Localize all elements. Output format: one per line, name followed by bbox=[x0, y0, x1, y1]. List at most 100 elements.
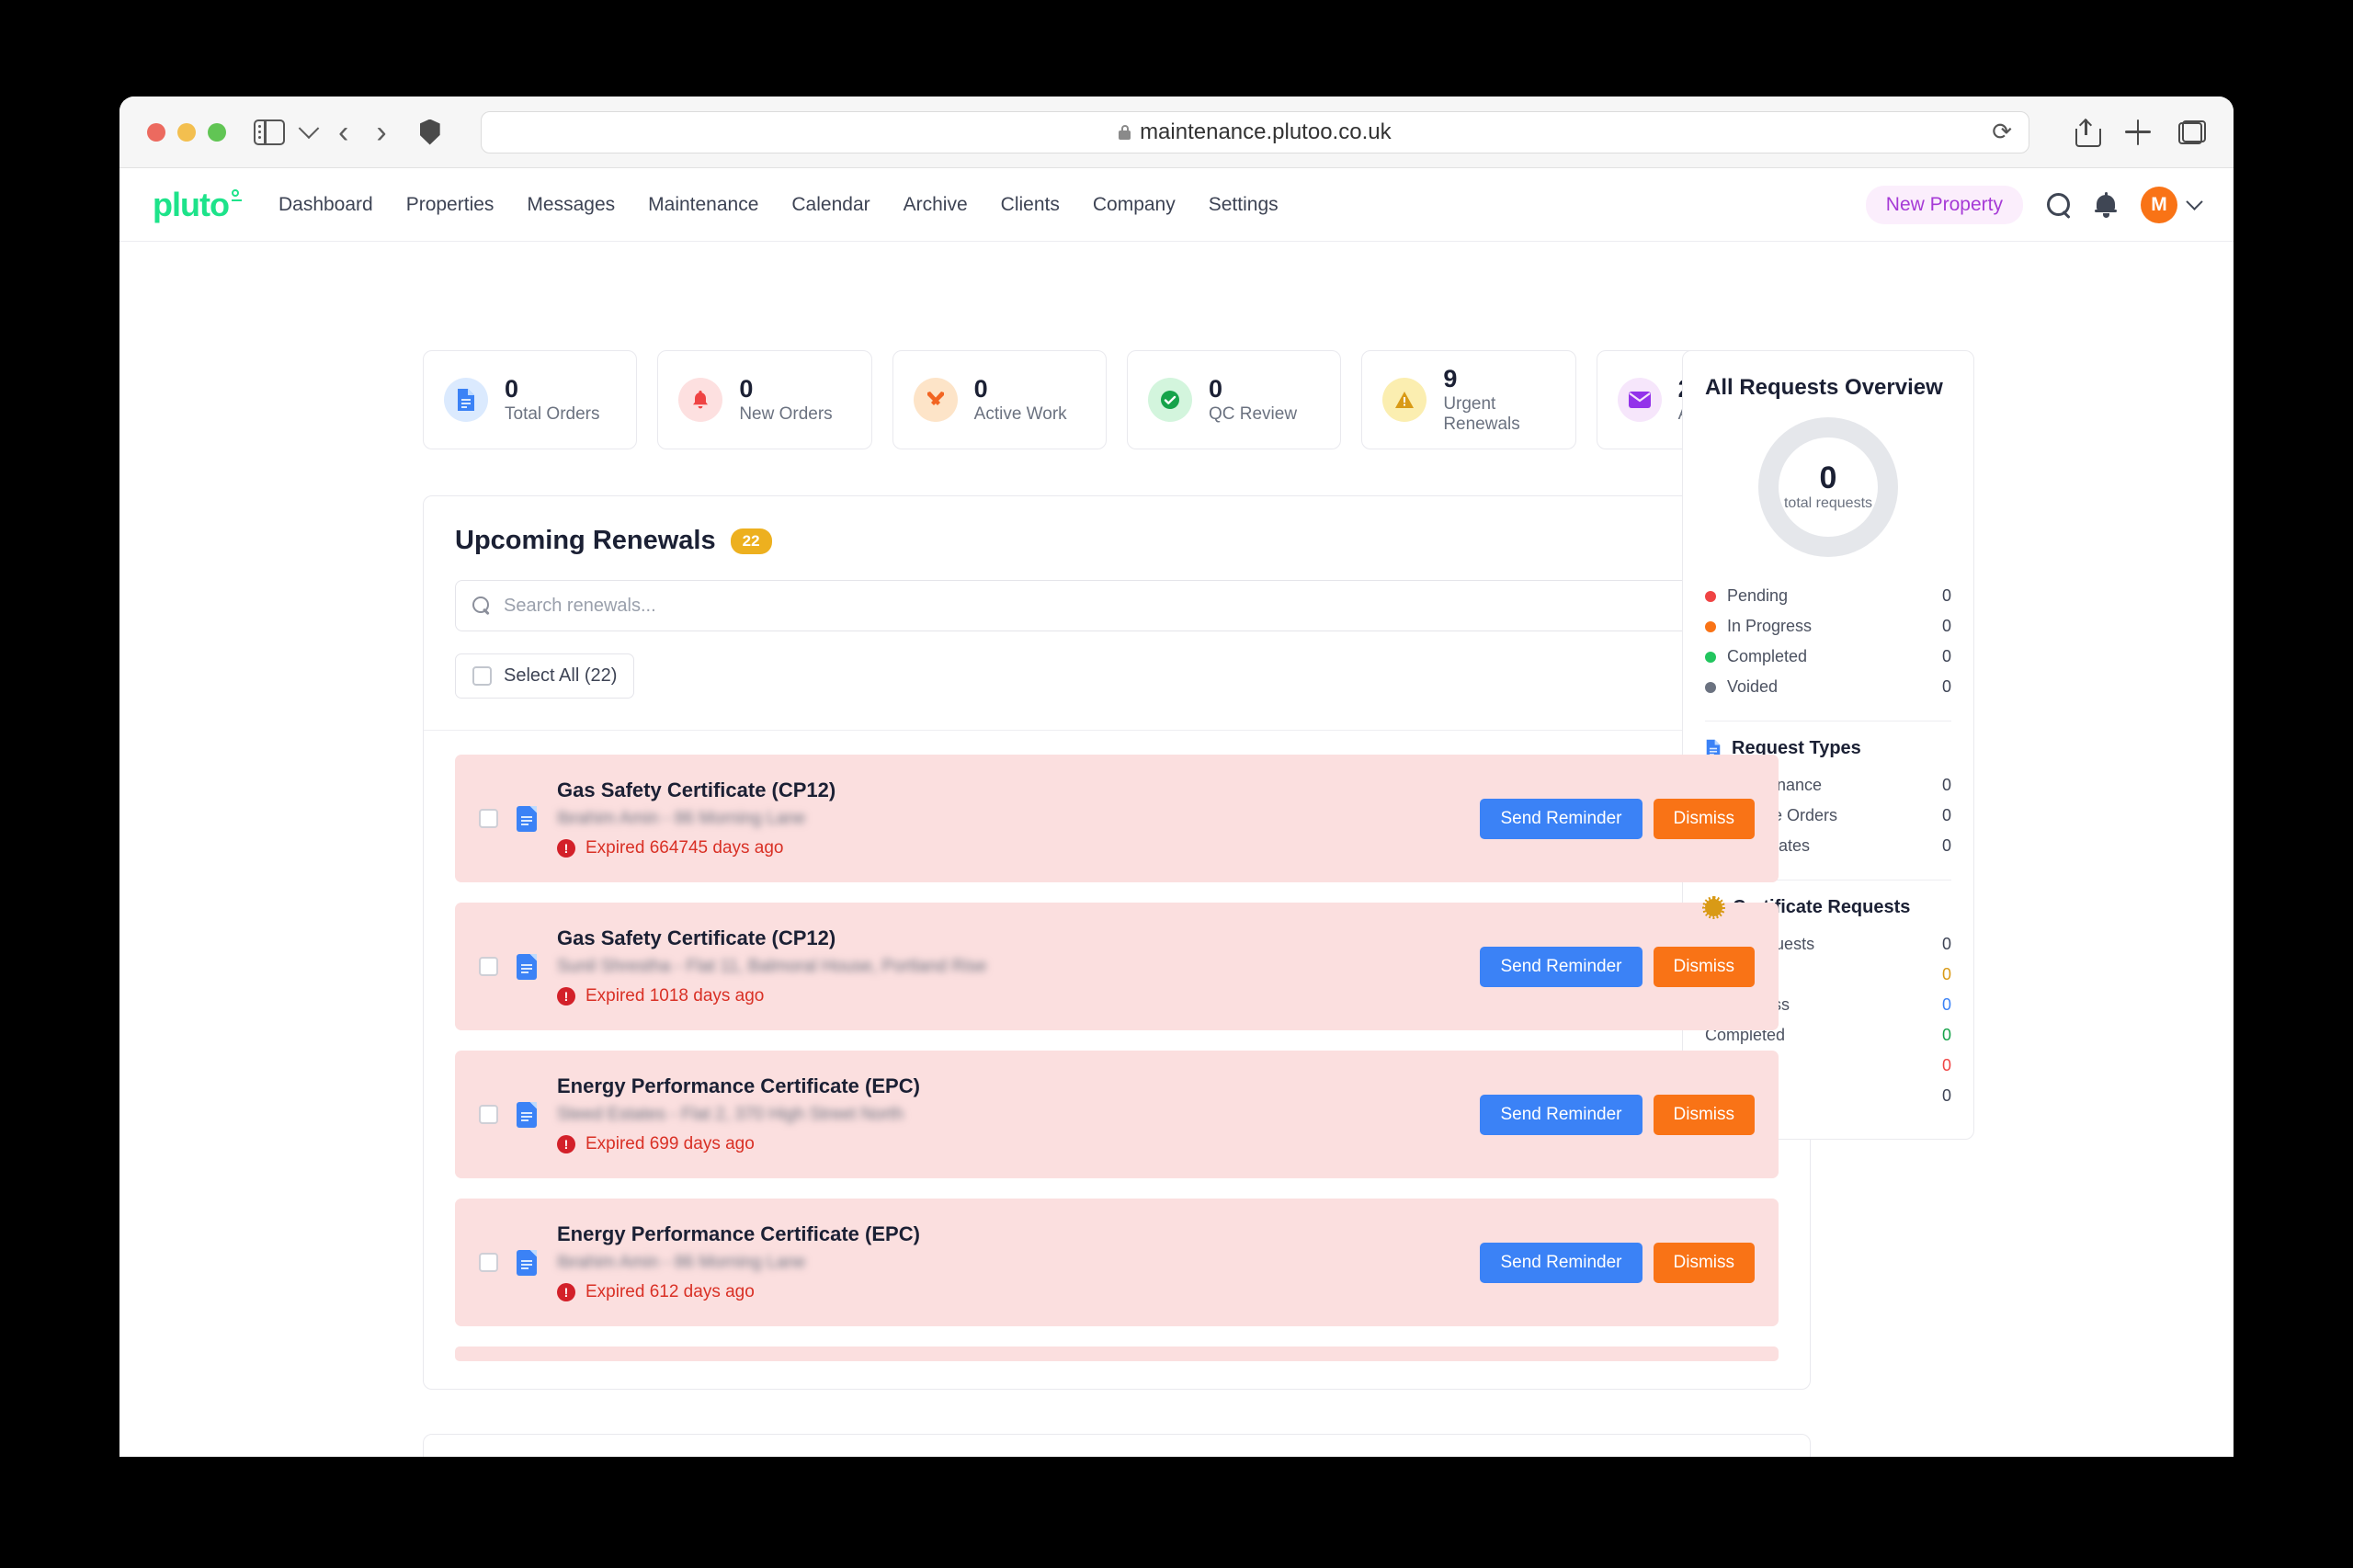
plus-icon[interactable] bbox=[2125, 119, 2151, 145]
stat-card-new-orders[interactable]: 0 New Orders bbox=[657, 350, 872, 449]
pluto-logo[interactable]: pluto bbox=[153, 186, 242, 224]
alert-icon: ! bbox=[557, 987, 575, 1006]
nav-item-settings[interactable]: Settings bbox=[1208, 193, 1279, 215]
chevron-down-icon[interactable] bbox=[298, 117, 320, 139]
minimize-window-button[interactable] bbox=[177, 122, 196, 142]
stat-label: QC Review bbox=[1208, 403, 1298, 424]
select-all-checkbox[interactable]: Select All (22) bbox=[455, 653, 635, 699]
sidebar-toggle-icon[interactable] bbox=[254, 119, 285, 145]
search-icon bbox=[472, 597, 491, 615]
browser-toolbar: ‹ › maintenance.plutoo.co.uk ⟳ bbox=[119, 97, 2234, 168]
send-reminder-button[interactable]: Send Reminder bbox=[1480, 798, 1643, 839]
request-types-heading: Request Types bbox=[1705, 738, 1951, 759]
search-placeholder: Search renewals... bbox=[504, 595, 656, 616]
stat-card-row: 0 Total Orders 0 New Orders bbox=[423, 350, 1811, 449]
send-reminder-button[interactable]: Send Reminder bbox=[1480, 1094, 1643, 1135]
tab-overview-icon[interactable] bbox=[2178, 119, 2206, 144]
dismiss-button[interactable]: Dismiss bbox=[1653, 1094, 1755, 1135]
nav-item-properties[interactable]: Properties bbox=[405, 193, 494, 215]
status-value: 0 bbox=[1941, 677, 1951, 696]
status-dot bbox=[1705, 651, 1716, 663]
checkbox-icon[interactable] bbox=[472, 666, 492, 686]
send-reminder-button[interactable]: Send Reminder bbox=[1480, 1242, 1643, 1283]
renewal-subtitle: Steed Estates - Flat 2, 370 High Street … bbox=[557, 1105, 904, 1124]
back-arrow-icon[interactable]: ‹ bbox=[338, 114, 349, 150]
new-property-button[interactable]: New Property bbox=[1865, 185, 2023, 224]
alert-icon: ! bbox=[557, 1135, 575, 1153]
stat-card-active-work[interactable]: 0 Active Work bbox=[892, 350, 1107, 449]
nav-item-dashboard[interactable]: Dashboard bbox=[278, 193, 373, 215]
alert-icon: ! bbox=[557, 1283, 575, 1301]
alert-icon: ! bbox=[557, 839, 575, 858]
stat-card-total-orders[interactable]: 0 Total Orders bbox=[423, 350, 638, 449]
list-item-partial[interactable] bbox=[455, 1346, 1779, 1361]
dismiss-button[interactable]: Dismiss bbox=[1653, 946, 1755, 987]
list-item[interactable]: Gas Safety Certificate (CP12) Sunil Shre… bbox=[455, 903, 1779, 1030]
reload-icon[interactable]: ⟳ bbox=[1992, 118, 2012, 145]
row-checkbox[interactable] bbox=[479, 1105, 498, 1124]
stat-card-urgent-renewals[interactable]: 9 Urgent Renewals bbox=[1361, 350, 1576, 449]
nav-item-clients[interactable]: Clients bbox=[1000, 193, 1060, 215]
notification-bell-icon[interactable] bbox=[2095, 191, 2117, 218]
nav-item-company[interactable]: Company bbox=[1092, 193, 1176, 215]
status-label: Completed bbox=[1727, 647, 1808, 665]
bell-icon bbox=[678, 378, 723, 422]
send-reminder-button[interactable]: Send Reminder bbox=[1480, 946, 1643, 987]
list-item[interactable]: Energy Performance Certificate (EPC) Ste… bbox=[455, 1051, 1779, 1178]
certificate-value: 0 bbox=[1941, 1086, 1951, 1105]
warning-icon bbox=[1382, 378, 1427, 422]
account-chevron-down-icon[interactable] bbox=[2186, 193, 2203, 210]
nav-item-messages[interactable]: Messages bbox=[527, 193, 616, 215]
envelope-icon bbox=[1617, 378, 1662, 422]
logo-text: pluto bbox=[153, 185, 230, 223]
nav-item-archive[interactable]: Archive bbox=[903, 193, 968, 215]
document-icon bbox=[517, 953, 537, 980]
expiry-text: Expired 664745 days ago bbox=[585, 838, 784, 858]
list-item[interactable]: Gas Safety Certificate (CP12) Ibrahim Am… bbox=[455, 755, 1779, 882]
list-item[interactable]: Energy Performance Certificate (EPC) Ibr… bbox=[455, 1199, 1779, 1326]
certificate-label: Completed bbox=[1705, 1026, 1786, 1044]
row-checkbox[interactable] bbox=[479, 957, 498, 976]
expiry-text: Expired 612 days ago bbox=[585, 1282, 755, 1301]
shield-icon[interactable] bbox=[419, 119, 440, 145]
document-icon bbox=[517, 1101, 537, 1128]
document-icon bbox=[1706, 739, 1721, 758]
row-checkbox[interactable] bbox=[479, 1253, 498, 1272]
document-icon bbox=[444, 378, 488, 422]
renewal-expiry: ! Expired 1018 days ago bbox=[557, 986, 1480, 1006]
status-label: Voided bbox=[1727, 677, 1779, 696]
type-value: 0 bbox=[1941, 806, 1951, 824]
renewal-title: Gas Safety Certificate (CP12) bbox=[557, 778, 836, 801]
address-bar[interactable]: maintenance.plutoo.co.uk ⟳ bbox=[480, 110, 2029, 153]
dismiss-button[interactable]: Dismiss bbox=[1653, 1242, 1755, 1283]
document-icon bbox=[517, 805, 537, 832]
status-row-pending: Pending 0 bbox=[1705, 581, 1951, 611]
renewal-title: Energy Performance Certificate (EPC) bbox=[557, 1074, 920, 1097]
nav-item-maintenance[interactable]: Maintenance bbox=[648, 193, 759, 215]
main-navigation: Dashboard Properties Messages Maintenanc… bbox=[278, 194, 1279, 216]
main-column: 0 Total Orders 0 New Orders bbox=[119, 350, 1811, 1457]
status-label: In Progress bbox=[1727, 617, 1813, 635]
maximize-window-button[interactable] bbox=[208, 122, 226, 142]
row-checkbox[interactable] bbox=[479, 809, 498, 828]
status-dot bbox=[1705, 590, 1716, 602]
search-renewals-input[interactable]: Search renewals... bbox=[455, 580, 1779, 631]
stat-card-qc-review[interactable]: 0 QC Review bbox=[1126, 350, 1342, 449]
search-icon[interactable] bbox=[2047, 192, 2071, 217]
page-title: Upcoming Renewals 22 bbox=[455, 526, 1779, 556]
gear-icon bbox=[1702, 896, 1725, 919]
renewal-subtitle: Ibrahim Amin - 86 Morning Lane bbox=[557, 1253, 806, 1272]
stat-value: 0 bbox=[505, 375, 519, 403]
nav-item-calendar[interactable]: Calendar bbox=[791, 193, 870, 215]
avatar[interactable]: M bbox=[2141, 186, 2177, 223]
share-icon[interactable] bbox=[2075, 118, 2101, 147]
stat-label: Total Orders bbox=[505, 403, 600, 424]
close-window-button[interactable] bbox=[147, 122, 165, 142]
status-dot bbox=[1705, 681, 1716, 693]
renewal-subtitle: Sunil Shrestha - Flat 11, Balmoral House… bbox=[557, 957, 987, 976]
window-controls[interactable] bbox=[147, 122, 226, 142]
status-legend: Pending 0 In Progress 0 Completed bbox=[1705, 581, 1951, 702]
dismiss-button[interactable]: Dismiss bbox=[1653, 798, 1755, 839]
renewal-expiry: ! Expired 612 days ago bbox=[557, 1282, 1480, 1302]
forward-arrow-icon[interactable]: › bbox=[376, 114, 387, 150]
